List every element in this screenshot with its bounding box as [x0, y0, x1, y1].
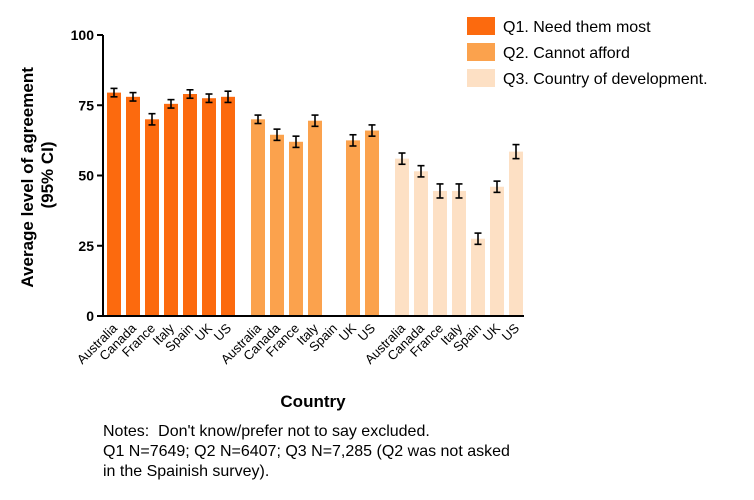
- y-axis-label: Average level of agreement (95% CI): [18, 62, 57, 287]
- bar-q1-canada: [126, 96, 140, 316]
- error-bar-q2-us: [368, 124, 376, 137]
- bar-q3-uk: [490, 186, 504, 316]
- x-tick-label-q2-us: US: [355, 320, 379, 344]
- bar-q2-uk: [346, 140, 360, 316]
- error-bar-q1-france: [148, 112, 156, 126]
- bar-q1-us: [221, 96, 235, 316]
- bar-q2-australia: [251, 119, 265, 316]
- error-bars-layer: [110, 87, 520, 246]
- legend-item-q1: Q1. Need them most: [467, 17, 651, 36]
- legend-swatch-q3: [467, 69, 495, 87]
- bar-q2-us: [365, 130, 379, 316]
- bar-q2-canada: [270, 134, 284, 316]
- error-bar-q3-australia: [398, 152, 406, 166]
- legend-label-q3: Q3. Country of development.: [503, 71, 708, 88]
- bar-q2-france: [289, 141, 303, 316]
- x-tick-label-q3-us: US: [499, 320, 523, 344]
- y-tick-label-50: 50: [78, 168, 94, 184]
- bar-q1-uk: [202, 98, 216, 316]
- error-bar-q2-france: [292, 135, 300, 149]
- error-bar-q2-australia: [254, 114, 262, 125]
- legend-label-q1: Q1. Need them most: [503, 19, 651, 36]
- error-bar-q3-canada: [417, 164, 425, 178]
- error-bar-q2-uk: [349, 133, 357, 147]
- error-bar-q3-spain: [474, 232, 482, 246]
- bar-q3-canada: [414, 171, 428, 316]
- bar-q3-australia: [395, 158, 409, 316]
- bar-q1-australia: [107, 92, 121, 316]
- x-tick-label-q1-us: US: [211, 320, 235, 344]
- bar-q3-italy: [452, 190, 466, 316]
- error-bar-q1-italy: [167, 98, 175, 109]
- x-tick-labels: AustraliaCanadaFranceItalySpainUKUSAustr…: [74, 320, 523, 367]
- bar-q3-spain: [471, 238, 485, 316]
- error-bar-q3-us: [512, 143, 520, 160]
- bar-q2-italy: [308, 120, 322, 316]
- x-axis-label: Country: [280, 392, 346, 411]
- y-axis-label-line1: Average level of agreement: [18, 67, 37, 288]
- error-bar-q3-italy: [455, 183, 463, 199]
- y-tick-label-25: 25: [78, 238, 94, 254]
- y-tick-label-100: 100: [71, 27, 95, 43]
- error-bar-q1-us: [224, 90, 232, 104]
- bar-q1-france: [145, 119, 159, 316]
- y-tick-label-75: 75: [78, 97, 94, 113]
- y-tick-label-0: 0: [86, 308, 94, 324]
- legend-label-q2: Q2. Cannot afford: [503, 45, 630, 62]
- error-bar-q2-canada: [273, 128, 281, 142]
- error-bar-q3-uk: [493, 180, 501, 194]
- legend-item-q3: Q3. Country of development.: [467, 69, 708, 88]
- notes: Notes: Don't know/prefer not to say excl…: [103, 422, 623, 482]
- error-bar-q2-italy: [311, 114, 319, 128]
- legend-item-q2: Q2. Cannot afford: [467, 43, 630, 62]
- bar-q1-italy: [164, 103, 178, 316]
- error-bar-q1-spain: [186, 88, 194, 100]
- legend: Q1. Need them most Q2. Cannot afford Q3. C…: [467, 17, 708, 88]
- axes-layer: 0 25 50 75 100: [71, 27, 524, 324]
- bars-layer: [107, 92, 523, 316]
- error-bar-q1-uk: [205, 93, 213, 104]
- notes-line-3: in the Spainish survey).: [103, 463, 270, 480]
- bar-q1-spain: [183, 94, 197, 316]
- notes-line-1: Notes: Don't know/prefer not to say excl…: [103, 423, 430, 440]
- bar-chart: 0 25 50 75 100 AustraliaCanadaFranceItalySpa…: [18, 17, 708, 411]
- bar-q3-france: [433, 190, 447, 316]
- bar-q3-us: [509, 151, 523, 316]
- error-bar-q3-france: [436, 183, 444, 199]
- legend-swatch-q1: [467, 17, 495, 35]
- y-axis-label-line2: (95% CI): [38, 141, 57, 208]
- error-bar-q1-canada: [129, 91, 137, 102]
- legend-swatch-q2: [467, 43, 495, 61]
- notes-line-2: Q1 N=7649; Q2 N=6407; Q3 N=7,285 (Q2 was…: [103, 443, 510, 460]
- error-bar-q1-australia: [110, 87, 118, 98]
